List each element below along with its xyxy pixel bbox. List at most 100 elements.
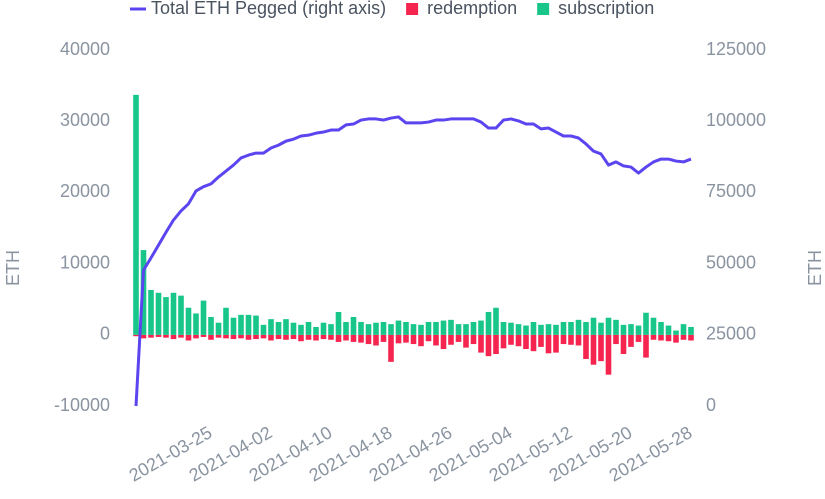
bar [650,334,657,340]
bar [305,321,312,335]
bar [245,314,252,335]
bar [545,334,552,354]
bar [455,334,462,342]
bar [500,334,507,349]
bar [440,320,447,335]
bar [605,317,612,335]
bar [500,321,507,335]
bar [320,334,327,340]
y-tick-label: -10000 [54,395,110,415]
bar [245,334,252,340]
bar [560,321,567,335]
bar [208,317,214,335]
legend-swatch [406,3,419,15]
bar [628,324,634,335]
bar [238,334,244,339]
bar [290,334,297,340]
bar [373,334,379,346]
bar [650,317,657,335]
y-tick-label: 40000 [60,39,110,59]
bar [433,334,439,346]
bar [673,330,679,335]
bar [680,334,687,340]
bar [260,334,267,339]
bar [620,324,627,335]
bar [230,334,237,340]
bar [230,317,237,335]
bar [193,334,199,339]
bar [328,334,334,340]
bar [388,324,394,335]
bar [163,334,169,338]
bar [380,321,387,335]
bar [553,324,559,335]
bar [170,292,177,335]
bar [395,320,402,335]
y2-axis-label: ETH [805,250,825,286]
y-tick-label: 20000 [60,181,110,201]
y-tick-label: 30000 [60,110,110,130]
legend-label: subscription [558,0,654,18]
bar [185,307,192,335]
bar [275,334,282,340]
bar [305,334,312,340]
legend-label: redemption [427,0,517,18]
bar [455,324,462,335]
bar [605,334,612,375]
bar [290,322,297,335]
bar [140,334,147,339]
bar [268,334,274,341]
bar [223,307,229,335]
bar [590,317,597,335]
bar [410,324,417,335]
bar [380,334,387,342]
bar [598,334,604,362]
bar [478,334,484,353]
legend-swatch [537,3,550,15]
bar [418,334,424,347]
bar [568,321,574,335]
bar [470,321,477,335]
bar [193,313,199,335]
bar [440,334,447,350]
bar [313,326,319,335]
bar [148,289,154,335]
bar [523,325,529,335]
bar [613,319,619,335]
y2-tick-label: 125000 [706,39,766,59]
y-tick-label: 0 [100,324,110,344]
y2-tick-label: 100000 [706,110,766,130]
bar [185,334,192,341]
bar [523,334,529,350]
bar [403,334,409,343]
bar [448,319,454,335]
bar [470,334,477,345]
bar [200,334,207,337]
bar [538,324,544,335]
bar [163,297,169,335]
bar [238,314,244,335]
bar [658,321,664,335]
bar [418,324,424,335]
y2-tick-label: 50000 [706,252,756,272]
bar [350,317,357,335]
bar [425,321,432,335]
y-tick-label: 10000 [60,252,110,272]
bar [328,324,334,335]
bar [530,321,537,335]
bar [643,312,649,335]
bar [335,312,342,335]
bar [433,321,439,335]
bar [395,334,402,344]
bar [680,324,687,335]
bar [365,324,372,335]
bar [365,334,372,345]
bar [148,334,154,338]
bar [155,334,162,337]
bar [253,315,259,335]
bar [358,321,364,335]
bar [628,334,634,347]
bar [358,334,364,343]
bar [313,334,319,341]
